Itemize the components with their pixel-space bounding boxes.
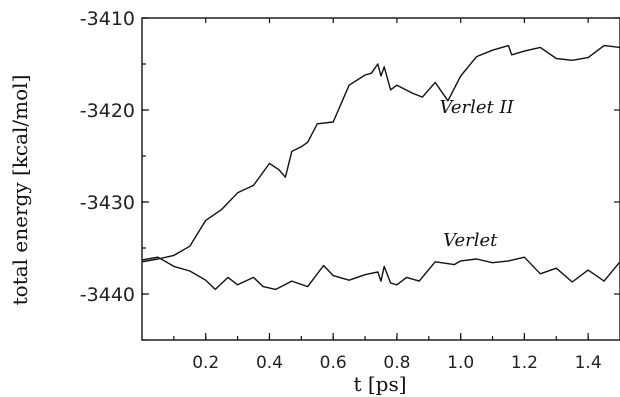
y-axis-label: total energy [kcal/mol] bbox=[8, 75, 32, 306]
x-tick-label: 1.2 bbox=[511, 353, 538, 373]
series-line-verlet bbox=[141, 256, 620, 291]
y-tick-label: -3430 bbox=[80, 192, 135, 214]
x-tick-label: 0.2 bbox=[192, 353, 219, 373]
x-tick-label: 0.4 bbox=[256, 353, 283, 373]
series-group bbox=[141, 44, 620, 291]
axis-ticks: -3410 -3420 -3430 -3440 0.2 0.4 0.6 0.8 1.0 1.2 1.… bbox=[80, 8, 620, 373]
series-label-verlet-ii: Verlet II bbox=[439, 97, 514, 118]
series-labels: Verlet II Verlet bbox=[439, 97, 514, 251]
y-tick-label: -3420 bbox=[80, 100, 135, 122]
plot-frame bbox=[141, 17, 620, 341]
series-line-verlet-ii bbox=[141, 44, 620, 263]
x-tick-label: 1.4 bbox=[575, 353, 602, 373]
x-tick-label: 0.8 bbox=[383, 353, 410, 373]
series-label-verlet: Verlet bbox=[443, 230, 498, 251]
x-tick-label: 1.0 bbox=[447, 353, 474, 373]
y-tick-label: -3410 bbox=[80, 8, 135, 30]
x-tick-label: 0.6 bbox=[320, 353, 347, 373]
y-tick-label: -3440 bbox=[80, 284, 135, 306]
x-axis-label: t [ps] bbox=[353, 372, 406, 396]
